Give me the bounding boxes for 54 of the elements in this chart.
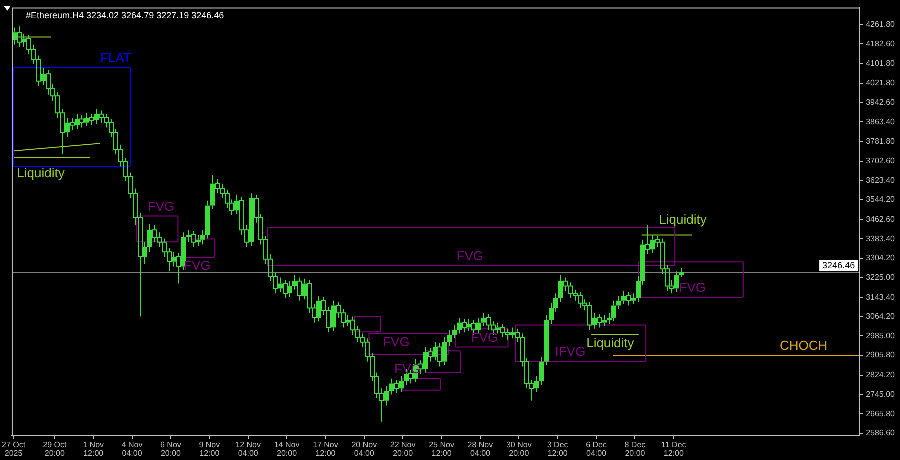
x-tick-label: 8 Dec 20:00 [624,440,646,458]
x-tick-label: 27 Oct 2025 [2,440,26,458]
x-tick-label: 17 Nov 12:00 [313,440,338,458]
x-tick-label: 28 Nov 04:00 [468,440,494,458]
y-tick-label: 2824.20 [866,370,896,380]
y-tick-label: 3544.20 [866,195,896,204]
annotation: FVG [456,248,484,264]
y-tick-label: 3781.80 [866,137,896,146]
y-tick-label: 3064.20 [866,312,896,322]
y-tick-label: 3623.40 [866,176,896,185]
annotation: Liquidity [586,335,635,350]
annotation: CHOCH [780,338,828,354]
annotation: FVG [148,198,175,214]
x-tick-label: 4 Nov 04:00 [122,440,143,458]
x-tick-label: 6 Dec 04:00 [586,440,608,458]
x-tick-label: 14 Nov 20:00 [274,440,300,458]
y-tick-label: 3383.40 [866,234,896,244]
chart-title: #Ethereum.H4 3234.02 3264.79 3227.19 3246.46 [26,10,224,20]
annotation: Liquidity [659,212,708,227]
y-tick-label: 2905.80 [866,350,896,360]
y-tick-label: 2745.00 [866,390,896,399]
annotation: IFVG [555,344,586,360]
y-tick-label: 2985.00 [866,331,896,340]
y-tick-label: 2586.60 [866,428,896,438]
x-tick-label: 25 Nov 12:00 [429,440,454,458]
x-tick-label: 29 Oct 20:00 [43,440,68,458]
y-tick-label: 4021.80 [866,78,896,88]
x-tick-label: 9 Nov 12:00 [199,440,220,458]
x-tick-label: 30 Nov 20:00 [506,440,532,458]
y-tick-label: 2665.80 [866,409,896,418]
y-tick-label: 3462.60 [866,214,896,224]
y-tick-label: 4261.80 [866,20,896,30]
y-tick-label: 3143.40 [866,292,896,302]
x-tick-label: 1 Nov 12:00 [83,440,104,458]
ref-line-label: 3246.46 [822,260,856,270]
y-tick-label: 4182.60 [866,39,896,48]
x-tick-label: 12 Nov 04:00 [236,440,262,458]
annotation: FVG [679,280,706,296]
annotation: FVG [471,330,498,345]
y-tick-label: 3225.00 [866,272,896,282]
x-tick-label: 6 Nov 20:00 [160,440,182,458]
annotation: FLAT [100,50,132,66]
y-tick-label: 3702.60 [866,156,896,166]
x-tick-label: 20 Nov 04:00 [352,440,378,458]
annotation: FVG [383,334,410,350]
y-tick-label: 3863.40 [866,117,896,126]
x-tick-label: 11 Dec 12:00 [662,440,686,458]
annotation: Liquidity [17,165,66,180]
y-tick-label: 3304.20 [866,254,896,263]
y-tick-label: 3942.60 [866,98,896,107]
y-tick-label: 4101.80 [866,59,896,68]
x-tick-label: 3 Dec 12:00 [547,440,568,458]
x-tick-label: 22 Nov 20:00 [390,440,416,458]
annotation: FVG [184,258,211,274]
